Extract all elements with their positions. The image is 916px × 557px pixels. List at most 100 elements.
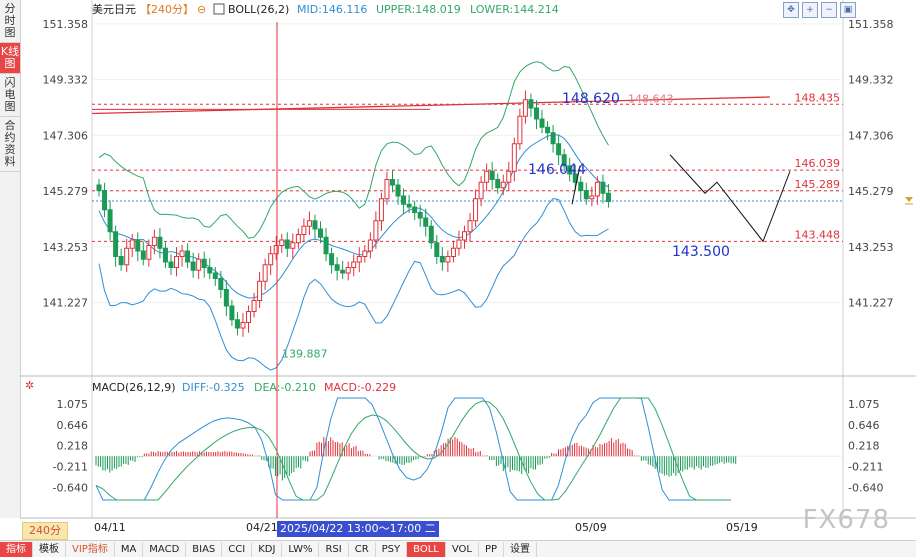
price-tick-left: 149.332 <box>43 74 89 87</box>
candle-body <box>522 99 528 117</box>
macd-tick-right: 0.646 <box>848 419 880 432</box>
candle-body <box>351 261 357 268</box>
price-annotation: 143.500 <box>672 244 730 260</box>
candle-body <box>185 250 191 263</box>
tab-PP[interactable]: PP <box>479 541 505 557</box>
candle-body <box>196 258 202 271</box>
price-tick-right: 145.279 <box>848 185 894 198</box>
candle-body <box>107 209 113 233</box>
zoom-in-icon[interactable]: + <box>802 2 818 18</box>
move-icon[interactable]: ✥ <box>783 2 799 18</box>
swing-line <box>571 165 581 205</box>
chart-toolbar: ✥ + − ▣ <box>783 2 856 18</box>
candle-body <box>334 264 340 271</box>
candle-body <box>594 181 600 197</box>
fit-icon[interactable]: ▣ <box>840 2 856 18</box>
zoom-out-icon[interactable]: − <box>821 2 837 18</box>
candle-body <box>417 212 423 219</box>
nav-contract[interactable]: 合约资料 <box>0 117 20 172</box>
candle-body <box>406 203 412 208</box>
candles <box>96 90 611 337</box>
macd-diff: DIFF:-0.325 <box>182 381 245 394</box>
nav-timeshare[interactable]: 分时图 <box>0 0 20 43</box>
nav-flash[interactable]: 闪电图 <box>0 74 20 117</box>
candle-body <box>312 220 318 230</box>
candle-body <box>550 132 556 145</box>
level-label: 143.448 <box>795 228 841 241</box>
tab-LW%[interactable]: LW% <box>282 541 320 557</box>
candle-body <box>240 322 246 329</box>
candle-body <box>467 220 473 233</box>
settings-icon[interactable]: ⊖ <box>197 3 206 16</box>
price-tick-right: 141.227 <box>848 297 894 310</box>
tab-PSY[interactable]: PSY <box>376 541 408 557</box>
level-label: 146.039 <box>795 157 841 170</box>
candle-body <box>340 269 346 274</box>
boll-lower-band <box>98 197 609 371</box>
x-label: 04/21 <box>246 521 278 534</box>
crosshair-time: 2025/04/22 13:00～17:00 二 <box>277 521 439 537</box>
candle-body <box>301 225 307 235</box>
candle-body <box>605 192 611 202</box>
candle-body <box>318 228 324 238</box>
price-tick-left: 141.227 <box>43 297 89 310</box>
projection-path <box>669 154 791 243</box>
candle-body <box>218 278 224 290</box>
price-tick-right: 151.358 <box>848 18 894 31</box>
macd-dea: DEA:-0.210 <box>254 381 316 394</box>
macd-histogram <box>95 436 737 481</box>
candle-body <box>290 242 296 249</box>
kline-chart[interactable]: 美元日元 【240分】 ⊖ BOLL(26,2) MID:146.116 UPP… <box>0 0 916 540</box>
bottom-tabbar: 指标 模板 VIP指标 MA MACD BIAS CCI KDJ LW% RSI CR PSY BOLL… <box>0 540 916 557</box>
level-label: 145.289 <box>795 178 841 191</box>
candle-body <box>533 107 539 120</box>
tab-MA[interactable]: MA <box>115 541 144 557</box>
tab-KDJ[interactable]: KDJ <box>252 541 283 557</box>
tab-VIP指标[interactable]: VIP指标 <box>66 541 115 557</box>
tab-模板[interactable]: 模板 <box>33 541 66 557</box>
x-label: 05/19 <box>726 521 758 534</box>
tab-MACD[interactable]: MACD <box>143 541 187 557</box>
candle-body <box>151 236 157 246</box>
candle-body <box>473 198 479 222</box>
candle-body <box>246 311 252 323</box>
price-tick-left: 145.279 <box>43 185 89 198</box>
candle-body <box>190 261 196 271</box>
tab-CR[interactable]: CR <box>349 541 376 557</box>
macd-label: MACD(26,12,9) <box>92 381 176 394</box>
candle-body <box>389 179 395 186</box>
macd-settings-icon[interactable]: ✲ <box>25 379 34 392</box>
nav-kline[interactable]: K线图 <box>0 43 20 74</box>
x-label: 04/11 <box>94 521 126 534</box>
candle-body <box>284 239 290 249</box>
candle-body <box>423 217 429 227</box>
period-button[interactable]: 240分 <box>22 522 68 540</box>
candle-body <box>495 179 501 189</box>
candle-body <box>450 247 456 257</box>
boll-mid: MID:146.116 <box>297 3 367 16</box>
candle-body <box>207 267 213 274</box>
candle-body <box>506 170 512 183</box>
left-nav: 分时图 K线图 闪电图 合约资料 <box>0 0 21 518</box>
candle-body <box>129 239 135 249</box>
candle-body <box>329 253 335 266</box>
tab-BOLL[interactable]: BOLL <box>407 541 446 557</box>
watermark: FX678 <box>802 505 890 535</box>
drawings <box>92 22 791 518</box>
candle-body <box>439 256 445 263</box>
price-tick-right: 149.332 <box>848 74 894 87</box>
tab-BIAS[interactable]: BIAS <box>186 541 223 557</box>
tab-VOL[interactable]: VOL <box>446 541 479 557</box>
tab-指标[interactable]: 指标 <box>0 541 33 557</box>
candle-body <box>140 250 146 260</box>
trend-line <box>91 96 771 115</box>
candle-body <box>583 190 589 200</box>
macd-grid: 1.075 1.075 0.646 0.646 0.218 0.218 -0.211 -0.2… <box>53 398 884 494</box>
tab-CCI[interactable]: CCI <box>222 541 253 557</box>
price-tick-left: 143.253 <box>43 241 89 254</box>
candle-body <box>223 289 229 307</box>
tab-设置[interactable]: 设置 <box>504 541 538 557</box>
price-grid: 151.358 151.358 149.332 149.332 147.306 147.3… <box>43 18 894 310</box>
symbol-label: 美元日元 <box>92 3 136 16</box>
tab-RSI[interactable]: RSI <box>319 541 349 557</box>
